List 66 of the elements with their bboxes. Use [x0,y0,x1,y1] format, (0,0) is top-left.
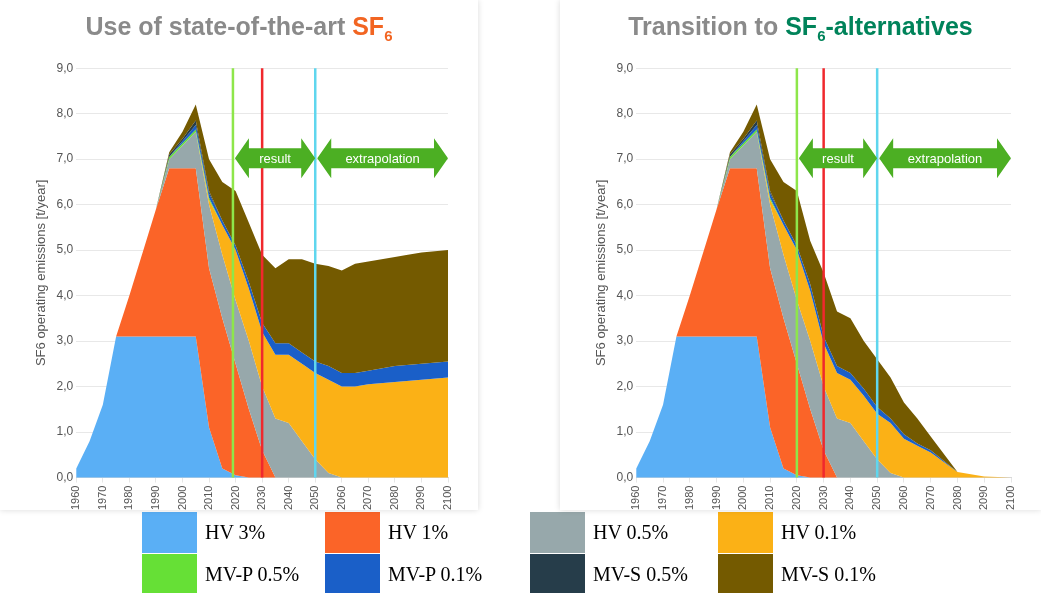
x-tick-label: 1970 [656,485,669,511]
y-tick-label: 9,0 [56,60,74,75]
annotation: extrapolation [345,150,420,166]
x-tick-label: 2020 [228,485,241,511]
legend-label: MV-S 0.1% [781,563,876,586]
x-tick-label: 2020 [789,485,802,511]
y-tick-label: 1,0 [616,424,634,439]
x-tick-label: 2050 [870,485,883,511]
x-tick-label: 2040 [843,485,856,511]
x-tick-label: 2070 [361,485,374,511]
x-tick-label: 1960 [69,485,82,511]
x-tick-label: 2060 [334,485,347,511]
legend-label: MV-P 0.1% [388,563,483,586]
x-tick-label: 1960 [629,485,642,511]
x-tick-label: 2050 [308,485,321,511]
x-tick-label: 2100 [1004,485,1017,511]
y-tick-label: 9,0 [616,60,634,75]
legend-label: HV 0.1% [781,521,857,544]
y-tick-label: 4,0 [56,287,74,302]
x-tick-label: 2070 [923,485,936,511]
y-axis-title: SF6 operating emissions [t/year] [33,179,49,367]
x-tick-label: 2080 [387,485,400,511]
x-tick-label: 2090 [414,485,427,511]
x-tick-label: 2090 [977,485,990,511]
chart-title: Use of state-of-the-art SF$_{6}$ [84,12,394,44]
y-tick-label: 7,0 [56,151,74,166]
x-tick-label: 2010 [763,485,776,511]
y-tick-label: 1,0 [56,424,74,439]
legend-label: HV 1% [388,521,449,544]
x-tick-label: 1990 [709,485,722,511]
y-tick-label: 2,0 [56,378,74,393]
x-tick-label: 1970 [95,485,108,511]
y-tick-label: 5,0 [616,242,634,257]
legend-label: MV-P 0.5% [205,563,300,586]
y-tick-label: 4,0 [616,287,634,302]
y-tick-label: 0,0 [56,469,74,484]
x-tick-label: 2080 [950,485,963,511]
x-tick-label: 2000 [175,485,188,511]
legend-label: HV 3% [205,521,266,544]
x-tick-label: 1990 [148,485,161,511]
y-tick-label: 6,0 [616,196,634,211]
annotation: extrapolation [907,150,983,166]
y-tick-label: 0,0 [616,469,634,484]
x-tick-label: 1980 [122,485,135,511]
x-tick-label: 1980 [682,485,695,511]
y-tick-label: 3,0 [616,333,634,348]
x-tick-label: 2040 [281,485,294,511]
y-tick-label: 5,0 [56,242,74,257]
x-tick-label: 2030 [816,485,829,511]
y-tick-label: 8,0 [616,105,634,120]
chart-title: Transition to SF$_{6}$-alternatives [627,12,974,44]
x-tick-label: 2060 [896,485,909,511]
annotation: result [259,150,291,166]
y-tick-label: 2,0 [616,378,634,393]
x-tick-label: 2000 [736,485,749,511]
legend-label: HV 0.5% [593,521,669,544]
y-tick-label: 6,0 [56,196,74,211]
x-tick-label: 2030 [255,485,268,511]
legend-label: MV-S 0.5% [593,563,688,586]
y-tick-label: 3,0 [56,333,74,348]
x-tick-label: 2010 [202,485,215,511]
y-tick-label: 8,0 [56,105,74,120]
y-tick-label: 7,0 [616,151,634,166]
y-axis-title: SF6 operating emissions [t/year] [593,179,609,367]
x-tick-label: 2100 [441,485,454,511]
annotation: result [822,150,854,166]
